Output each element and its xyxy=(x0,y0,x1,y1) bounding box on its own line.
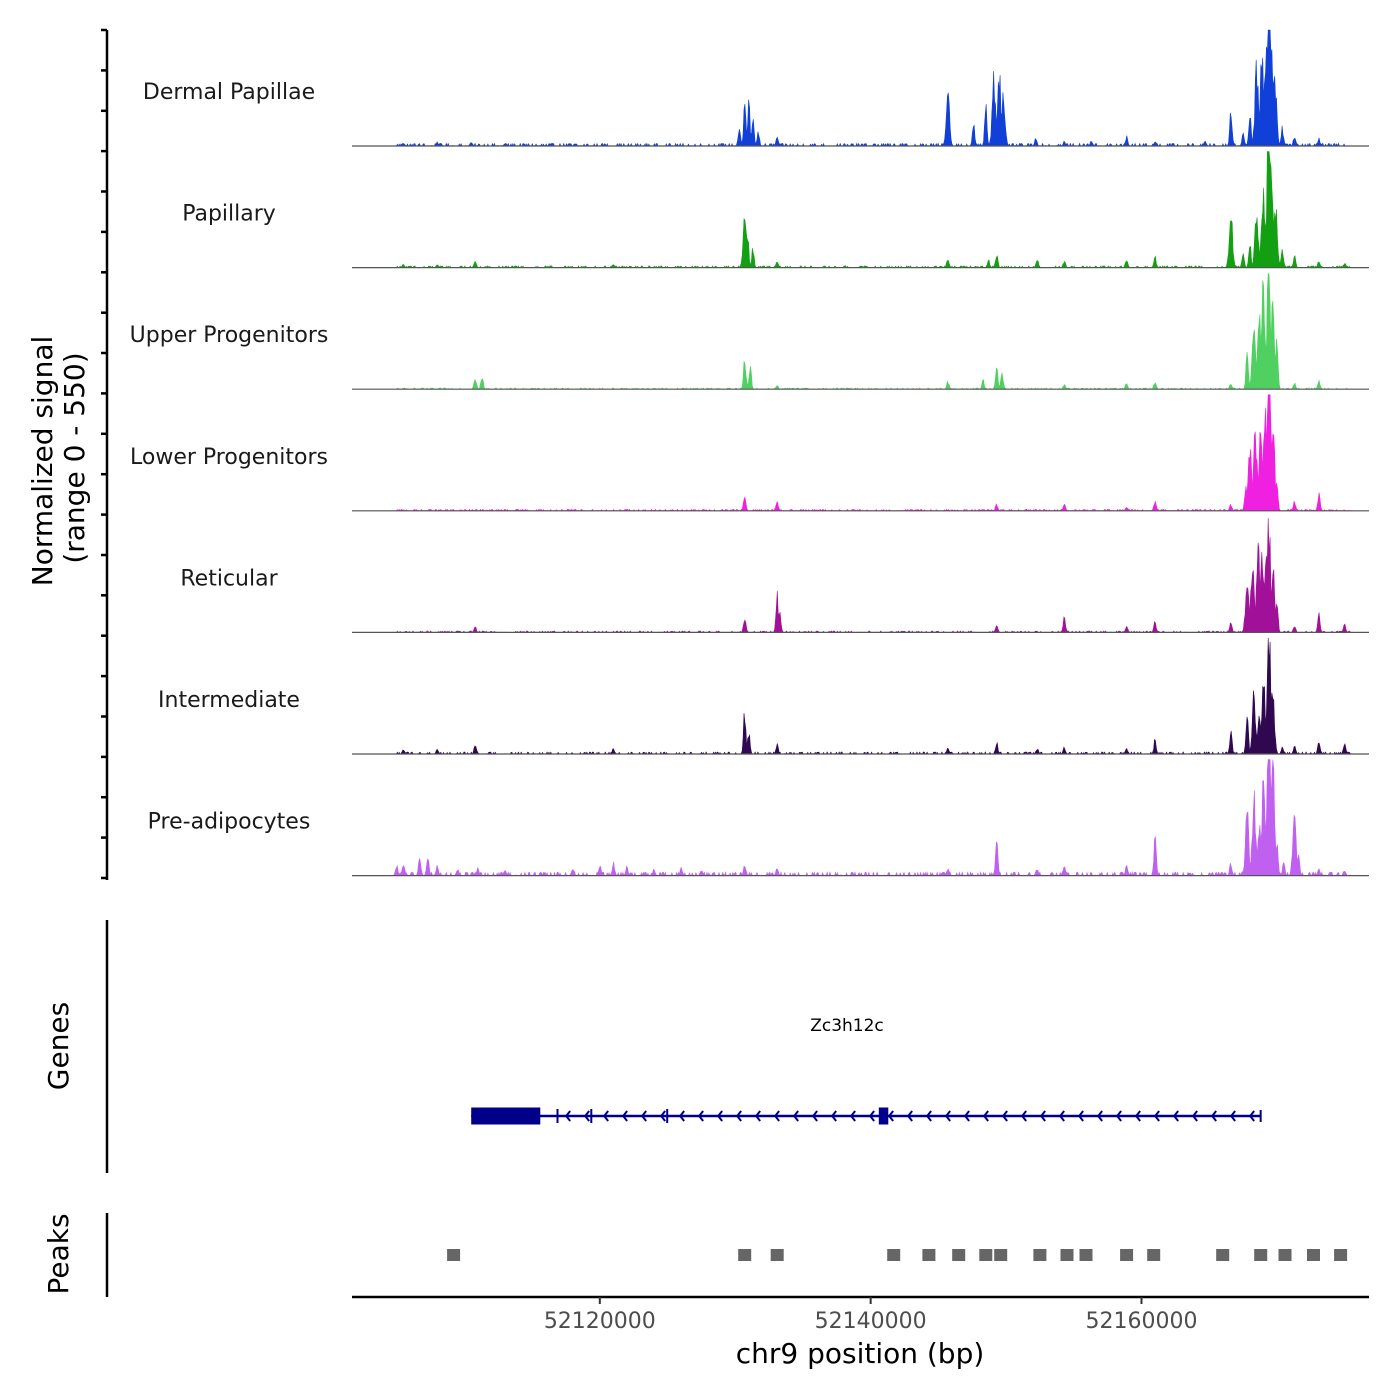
strand-chevron xyxy=(1248,1110,1255,1122)
strand-chevron xyxy=(583,1110,590,1122)
strand-chevron xyxy=(678,1110,685,1122)
strand-chevron xyxy=(1134,1110,1141,1122)
strand-chevron xyxy=(1039,1110,1046,1122)
y-axis-title-line1: Normalized signal xyxy=(26,336,59,587)
strand-chevron xyxy=(697,1110,704,1122)
strand-chevron xyxy=(1191,1110,1198,1122)
peak-marker xyxy=(447,1249,461,1261)
strand-chevron xyxy=(830,1110,837,1122)
x-axis: 52120000 52140000 52160000 chr9 position (… xyxy=(352,1295,1369,1370)
coverage-y-ticks xyxy=(101,28,107,880)
gene-exon xyxy=(471,1107,541,1125)
track-pre-adipocytes: Pre-adipocytes xyxy=(148,759,1369,877)
peak-marker xyxy=(1079,1249,1093,1261)
peak-marker xyxy=(994,1249,1008,1261)
strand-chevron xyxy=(1153,1110,1160,1122)
strand-chevron xyxy=(944,1110,951,1122)
coverage-tracks: Dermal Papillae Papillary Upper Progenitor… xyxy=(130,29,1369,877)
strand-chevron xyxy=(1058,1110,1065,1122)
x-axis-ticks: 52120000 52140000 52160000 xyxy=(544,1297,1198,1334)
gene-label: Zc3h12c xyxy=(810,1016,884,1036)
peak-marker xyxy=(1307,1249,1320,1261)
x-tick-label: 52160000 xyxy=(1086,1309,1198,1334)
gene-models: Zc3h12c xyxy=(471,1016,1262,1125)
strand-chevron xyxy=(735,1110,742,1122)
strand-chevron xyxy=(887,1110,894,1122)
peak-marker xyxy=(770,1249,784,1261)
strand-chevron xyxy=(602,1110,609,1122)
strand-chevron xyxy=(1020,1110,1027,1122)
strand-chevron xyxy=(1172,1110,1179,1122)
x-tick-label: 52120000 xyxy=(544,1309,656,1334)
peak-marker xyxy=(1147,1249,1161,1261)
strand-chevron xyxy=(906,1110,913,1122)
peak-marker xyxy=(979,1249,993,1261)
track-papillary: Papillary xyxy=(182,151,1369,269)
peak-marker xyxy=(922,1249,936,1261)
strand-chevron xyxy=(849,1110,856,1122)
peak-marker xyxy=(952,1249,966,1261)
track-dermal-papillae: Dermal Papillae xyxy=(143,29,1369,147)
track-label: Lower Progenitors xyxy=(130,445,328,470)
strand-chevron xyxy=(754,1110,761,1122)
strand-chevron xyxy=(1077,1110,1084,1122)
strand-chevron xyxy=(1096,1110,1103,1122)
track-label: Reticular xyxy=(180,566,278,591)
x-tick-label: 52140000 xyxy=(815,1309,927,1334)
track-reticular: Reticular xyxy=(180,518,1369,634)
peaks-panel: Peaks xyxy=(42,1213,1348,1297)
genes-panel-label: Genes xyxy=(42,1002,75,1090)
peak-marker xyxy=(1334,1249,1348,1261)
peak-marker xyxy=(1216,1249,1230,1261)
peak-markers xyxy=(447,1249,1348,1261)
gene-zc3h12c: Zc3h12c xyxy=(471,1016,1262,1125)
signal-area xyxy=(352,151,1369,269)
strand-chevron xyxy=(716,1110,723,1122)
strand-chevron xyxy=(659,1110,666,1122)
track-label: Dermal Papillae xyxy=(143,80,315,105)
strand-chevron xyxy=(963,1110,970,1122)
gene-exon xyxy=(590,1109,593,1123)
strand-chevron xyxy=(868,1110,875,1122)
strand-chevron xyxy=(792,1110,799,1122)
track-lower-progenitors: Lower Progenitors xyxy=(130,394,1369,512)
strand-chevron xyxy=(1229,1110,1236,1122)
y-axis-title-line2: (range 0 - 550) xyxy=(58,352,91,563)
track-label: Intermediate xyxy=(158,688,300,713)
gene-exon xyxy=(666,1109,669,1123)
peaks-panel-label: Peaks xyxy=(42,1213,75,1294)
track-upper-progenitors: Upper Progenitors xyxy=(130,272,1369,390)
strand-chevron xyxy=(773,1110,780,1122)
strand-chevron xyxy=(811,1110,818,1122)
track-label: Pre-adipocytes xyxy=(148,810,311,835)
strand-chevron xyxy=(925,1110,932,1122)
strand-chevron xyxy=(982,1110,989,1122)
peak-marker xyxy=(1120,1249,1134,1261)
genes-panel: Genes Zc3h12c xyxy=(42,920,1262,1173)
peak-marker xyxy=(738,1249,752,1261)
strand-chevron xyxy=(1001,1110,1008,1122)
strand-chevron xyxy=(640,1110,647,1122)
strand-chevron xyxy=(1115,1110,1122,1122)
track-label: Papillary xyxy=(182,202,276,227)
peak-marker xyxy=(1060,1249,1074,1261)
gene-exon xyxy=(878,1107,889,1125)
track-intermediate: Intermediate xyxy=(158,637,1369,755)
peak-marker xyxy=(1033,1249,1047,1261)
peak-marker xyxy=(887,1249,901,1261)
strand-chevron xyxy=(621,1110,628,1122)
peak-marker xyxy=(1254,1249,1268,1261)
coverage-y-axis: Normalized signal (range 0 - 550) xyxy=(26,28,109,880)
strand-chevron xyxy=(564,1110,571,1122)
track-label: Upper Progenitors xyxy=(130,323,329,348)
x-axis-title: chr9 position (bp) xyxy=(736,1337,985,1370)
strand-chevron xyxy=(1210,1110,1217,1122)
gene-exon xyxy=(556,1109,559,1123)
peak-marker xyxy=(1278,1249,1292,1261)
